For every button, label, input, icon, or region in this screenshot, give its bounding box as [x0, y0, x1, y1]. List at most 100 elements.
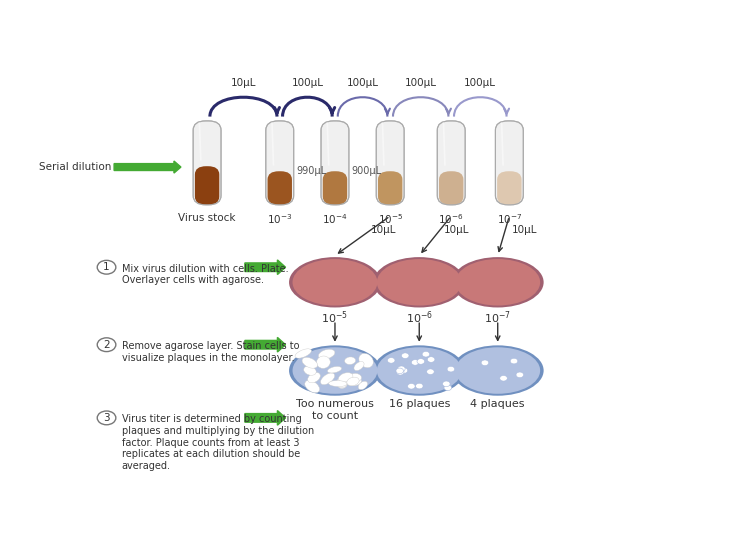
FancyBboxPatch shape: [376, 121, 404, 205]
Ellipse shape: [295, 349, 311, 358]
Ellipse shape: [376, 259, 462, 306]
Ellipse shape: [346, 377, 362, 386]
Text: 100μL: 100μL: [346, 78, 379, 88]
FancyBboxPatch shape: [322, 171, 347, 205]
Ellipse shape: [304, 380, 320, 393]
Ellipse shape: [452, 257, 544, 307]
Text: 10$^{-4}$: 10$^{-4}$: [322, 212, 348, 226]
Text: 10$^{-5}$: 10$^{-5}$: [377, 212, 403, 226]
Text: 10$^{-3}$: 10$^{-3}$: [267, 212, 292, 226]
FancyArrow shape: [244, 260, 286, 274]
Ellipse shape: [358, 381, 368, 390]
FancyBboxPatch shape: [194, 121, 221, 205]
Circle shape: [444, 385, 452, 391]
Text: Virus stock: Virus stock: [178, 212, 236, 222]
Ellipse shape: [455, 259, 540, 306]
Circle shape: [482, 360, 489, 366]
Ellipse shape: [354, 362, 364, 371]
Text: 10μL: 10μL: [371, 225, 397, 235]
Text: 10$^{-7}$: 10$^{-7}$: [496, 212, 522, 226]
Text: 100μL: 100μL: [291, 78, 323, 88]
Text: 3: 3: [104, 413, 110, 423]
FancyBboxPatch shape: [439, 171, 464, 205]
FancyBboxPatch shape: [195, 166, 219, 205]
Circle shape: [422, 352, 430, 357]
Ellipse shape: [338, 373, 353, 382]
Text: Serial dilution: Serial dilution: [39, 162, 111, 172]
Ellipse shape: [316, 356, 330, 368]
Ellipse shape: [304, 366, 316, 375]
Ellipse shape: [319, 349, 335, 359]
Circle shape: [500, 376, 507, 381]
Ellipse shape: [328, 367, 341, 373]
Circle shape: [427, 369, 434, 375]
Text: 100μL: 100μL: [405, 78, 436, 88]
Ellipse shape: [374, 257, 465, 307]
FancyBboxPatch shape: [268, 171, 292, 205]
FancyBboxPatch shape: [437, 121, 465, 205]
Ellipse shape: [350, 373, 361, 382]
Ellipse shape: [376, 347, 462, 394]
Circle shape: [398, 366, 405, 372]
Circle shape: [388, 358, 395, 363]
Text: 10μL: 10μL: [231, 78, 256, 88]
Ellipse shape: [455, 347, 540, 394]
Circle shape: [447, 366, 454, 372]
Text: 10$^{-6}$: 10$^{-6}$: [439, 212, 464, 226]
Text: Virus titer is determined by counting
plaques and multiplying by the dilution
fa: Virus titer is determined by counting pl…: [122, 414, 314, 471]
Ellipse shape: [328, 381, 347, 387]
Ellipse shape: [308, 372, 320, 383]
Text: 100μL: 100μL: [464, 78, 496, 88]
Ellipse shape: [374, 345, 465, 396]
Circle shape: [442, 381, 450, 387]
Circle shape: [427, 357, 435, 362]
Text: Remove agarose layer. Stain cells to
visualize plaques in the monolayer.: Remove agarose layer. Stain cells to vis…: [122, 341, 299, 363]
Ellipse shape: [346, 377, 359, 386]
Text: 1: 1: [104, 262, 110, 272]
Circle shape: [412, 359, 419, 365]
Ellipse shape: [292, 259, 377, 306]
Ellipse shape: [292, 347, 377, 394]
Circle shape: [400, 368, 408, 373]
Text: 10$^{-5}$: 10$^{-5}$: [322, 310, 349, 326]
FancyArrow shape: [244, 410, 286, 425]
Text: Mix virus dilution with cells. Plate.
Overlayer cells with agarose.: Mix virus dilution with cells. Plate. Ov…: [122, 264, 288, 286]
Circle shape: [98, 260, 116, 274]
Ellipse shape: [289, 257, 381, 307]
FancyBboxPatch shape: [497, 171, 521, 205]
Text: 990μL: 990μL: [296, 166, 327, 176]
Text: 900μL: 900μL: [352, 166, 382, 176]
FancyArrow shape: [114, 161, 181, 173]
Circle shape: [417, 359, 424, 364]
Circle shape: [98, 338, 116, 352]
FancyBboxPatch shape: [321, 121, 349, 205]
Circle shape: [416, 383, 423, 389]
FancyBboxPatch shape: [496, 121, 524, 205]
Text: 10μL: 10μL: [444, 225, 470, 235]
FancyArrow shape: [244, 338, 286, 352]
Text: 16 plaques: 16 plaques: [388, 399, 450, 409]
Circle shape: [396, 368, 404, 373]
Text: 4 plaques: 4 plaques: [470, 399, 525, 409]
FancyBboxPatch shape: [378, 171, 403, 205]
Circle shape: [407, 383, 416, 389]
Text: 10$^{-6}$: 10$^{-6}$: [406, 310, 433, 326]
Ellipse shape: [337, 377, 348, 388]
Circle shape: [397, 369, 404, 375]
Ellipse shape: [338, 378, 347, 389]
Circle shape: [516, 372, 524, 378]
Circle shape: [401, 353, 409, 358]
FancyBboxPatch shape: [266, 121, 294, 205]
Ellipse shape: [344, 357, 355, 364]
Ellipse shape: [452, 345, 544, 396]
Text: 2: 2: [104, 340, 110, 350]
Circle shape: [510, 358, 518, 364]
Ellipse shape: [289, 345, 381, 396]
Text: Too numerous
to count: Too numerous to count: [296, 399, 374, 421]
Circle shape: [98, 411, 116, 425]
Ellipse shape: [320, 373, 334, 385]
Text: 10μL: 10μL: [512, 225, 538, 235]
Ellipse shape: [358, 353, 374, 368]
Text: 10$^{-7}$: 10$^{-7}$: [484, 310, 512, 326]
Ellipse shape: [302, 357, 317, 368]
